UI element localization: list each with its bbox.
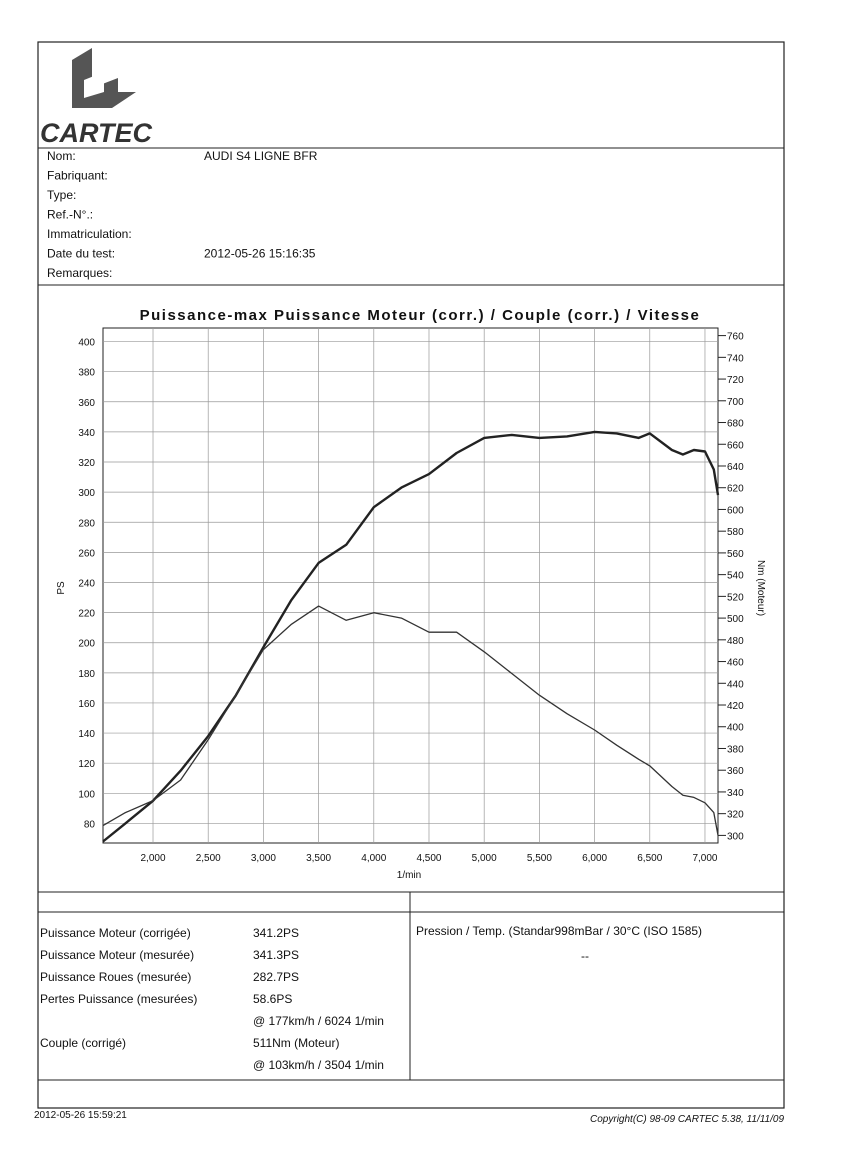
- result-value: 511Nm (Moteur): [253, 1036, 339, 1050]
- x-tick-label: 4,500: [416, 853, 441, 864]
- y-tick-label: 80: [84, 819, 96, 830]
- copyright: Copyright(C) 98-09 CARTEC 5.38, 11/11/09: [590, 1114, 784, 1125]
- y-tick-label: 140: [78, 729, 95, 740]
- y2-tick-label: 360: [727, 766, 744, 777]
- y2-tick-label: 680: [727, 419, 744, 430]
- y2-tick-label: 560: [727, 549, 744, 560]
- y-tick-label: 360: [78, 398, 95, 409]
- y2-tick-label: 660: [727, 440, 744, 451]
- result-value: 341.3PS: [253, 948, 299, 962]
- field-label: Type:: [47, 188, 76, 202]
- result-label: Pertes Puissance (mesurées): [40, 992, 197, 1006]
- pressure-value: --: [581, 949, 589, 963]
- y-tick-label: 100: [78, 789, 95, 800]
- y2-axis-label: Nm (Moteur): [755, 560, 766, 616]
- x-tick-label: 3,500: [306, 853, 331, 864]
- y-tick-label: 320: [78, 458, 95, 469]
- y2-tick-label: 520: [727, 592, 744, 603]
- result-value: @ 177km/h / 6024 1/min: [253, 1014, 384, 1028]
- y2-tick-label: 380: [727, 744, 744, 755]
- y-tick-label: 300: [78, 488, 95, 499]
- chart-title: Puissance-max Puissance Moteur (corr.) /…: [140, 307, 701, 324]
- result-label: Puissance Moteur (corrigée): [40, 926, 191, 940]
- field-value: AUDI S4 LIGNE BFR: [204, 149, 318, 163]
- y-tick-label: 120: [78, 759, 95, 770]
- y2-tick-label: 640: [727, 462, 744, 473]
- y2-tick-label: 540: [727, 571, 744, 582]
- result-label: Couple (corrigé): [40, 1036, 126, 1050]
- field-label: Remarques:: [47, 266, 112, 280]
- y2-tick-label: 620: [727, 484, 744, 495]
- y-tick-label: 280: [78, 518, 95, 529]
- frame: [37, 41, 785, 1109]
- pressure: Pression / Temp. (Standar998mBar / 30°C …: [416, 924, 702, 938]
- y2-tick-label: 480: [727, 636, 744, 647]
- result-label: Puissance Roues (mesurée): [40, 970, 191, 984]
- x-axis-label: 1/min: [397, 870, 421, 881]
- y-tick-label: 200: [78, 639, 95, 650]
- y-tick-label: 260: [78, 548, 95, 559]
- x-tick-label: 2,000: [140, 853, 165, 864]
- logo: CARTEC: [40, 48, 153, 148]
- data-line: [102, 605, 719, 836]
- y2-tick-label: 300: [727, 831, 744, 842]
- field-label: Ref.-N°.:: [47, 208, 93, 222]
- result-value: @ 103km/h / 3504 1/min: [253, 1058, 384, 1072]
- x-tick-label: 6,500: [637, 853, 662, 864]
- y2-tick-label: 600: [727, 505, 744, 516]
- field-label: Immatriculation:: [47, 227, 132, 241]
- result-value: 58.6PS: [253, 992, 292, 1006]
- y-tick-label: 220: [78, 609, 95, 620]
- result-value: 341.2PS: [253, 926, 299, 940]
- y2-tick-label: 400: [727, 723, 744, 734]
- field-label: Nom:: [47, 149, 76, 163]
- y2-tick-label: 700: [727, 397, 744, 408]
- plot-area: [102, 327, 719, 844]
- y2-tick-label: 720: [727, 375, 744, 386]
- y2-tick-label: 740: [727, 353, 744, 364]
- data-line: [102, 430, 720, 843]
- result-value: 282.7PS: [253, 970, 299, 984]
- result-label: Puissance Moteur (mesurée): [40, 948, 194, 962]
- y2-tick-label: 580: [727, 527, 744, 538]
- x-tick-label: 5,500: [527, 853, 552, 864]
- y-tick-label: 160: [78, 699, 95, 710]
- x-tick-label: 6,000: [582, 853, 607, 864]
- logo-text: CARTEC: [40, 118, 153, 148]
- y2-tick-label: 500: [727, 614, 744, 625]
- y-tick-label: 340: [78, 428, 95, 439]
- y-tick-label: 380: [78, 368, 95, 379]
- y-axis-label: PS: [56, 581, 67, 595]
- x-tick-label: 4,000: [361, 853, 386, 864]
- x-tick-label: 7,000: [692, 853, 717, 864]
- y-tick-label: 240: [78, 578, 95, 589]
- x-tick-label: 3,000: [251, 853, 276, 864]
- footer-date: 2012-05-26 15:59:21: [34, 1110, 127, 1121]
- y2-tick-label: 440: [727, 679, 744, 690]
- field-label: Date du test:: [47, 247, 115, 261]
- y2-tick-label: 460: [727, 658, 744, 669]
- field-label: Fabriquant:: [47, 169, 108, 183]
- y2-tick-label: 760: [727, 332, 744, 343]
- x-tick-label: 2,500: [196, 853, 221, 864]
- field-value: 2012-05-26 15:16:35: [204, 247, 316, 261]
- y-tick-label: 400: [78, 338, 95, 349]
- y2-tick-label: 320: [727, 810, 744, 821]
- y2-tick-label: 420: [727, 701, 744, 712]
- y2-tick-label: 340: [727, 788, 744, 799]
- y-tick-label: 180: [78, 669, 95, 680]
- x-tick-label: 5,000: [472, 853, 497, 864]
